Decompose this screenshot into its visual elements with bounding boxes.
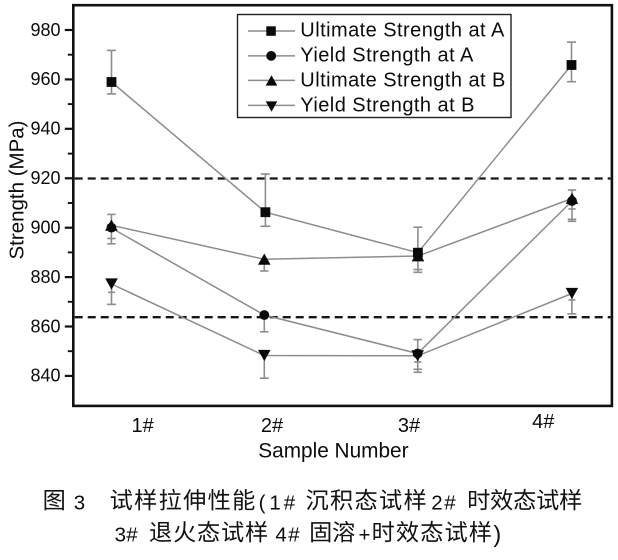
svg-text:3: 3 bbox=[74, 492, 85, 515]
svg-text:3#: 3# bbox=[398, 415, 421, 437]
svg-text:920: 920 bbox=[30, 168, 60, 188]
svg-text:Ultimate Strength at A: Ultimate Strength at A bbox=[300, 20, 505, 42]
svg-text:#: # bbox=[288, 524, 300, 547]
svg-text:4#: 4# bbox=[532, 411, 555, 433]
svg-text:#: # bbox=[444, 492, 456, 515]
svg-text:#: # bbox=[126, 524, 138, 547]
svg-text:840: 840 bbox=[30, 366, 60, 386]
svg-text:4: 4 bbox=[275, 524, 286, 547]
svg-text:(: ( bbox=[259, 492, 266, 515]
svg-text:Yield Strength at A: Yield Strength at A bbox=[300, 45, 474, 67]
svg-text:960: 960 bbox=[30, 69, 60, 89]
svg-text:#: # bbox=[284, 492, 296, 515]
svg-text:880: 880 bbox=[30, 267, 60, 287]
svg-text:980: 980 bbox=[30, 20, 60, 40]
svg-text:): ) bbox=[494, 521, 502, 547]
svg-text:Sample Number: Sample Number bbox=[258, 439, 408, 462]
svg-text:+: + bbox=[359, 524, 371, 547]
svg-text:2: 2 bbox=[431, 492, 442, 515]
svg-text:Yield Strength at B: Yield Strength at B bbox=[300, 94, 475, 116]
svg-text:2#: 2# bbox=[261, 415, 284, 437]
svg-text:1#: 1# bbox=[131, 415, 154, 437]
svg-text:900: 900 bbox=[30, 218, 60, 238]
svg-text:Strength (MPa): Strength (MPa) bbox=[6, 121, 29, 260]
svg-text:1: 1 bbox=[269, 492, 280, 515]
svg-text:860: 860 bbox=[30, 316, 60, 336]
svg-text:Ultimate Strength at B: Ultimate Strength at B bbox=[300, 69, 506, 91]
svg-text:940: 940 bbox=[30, 119, 60, 139]
svg-text:3: 3 bbox=[115, 524, 126, 547]
